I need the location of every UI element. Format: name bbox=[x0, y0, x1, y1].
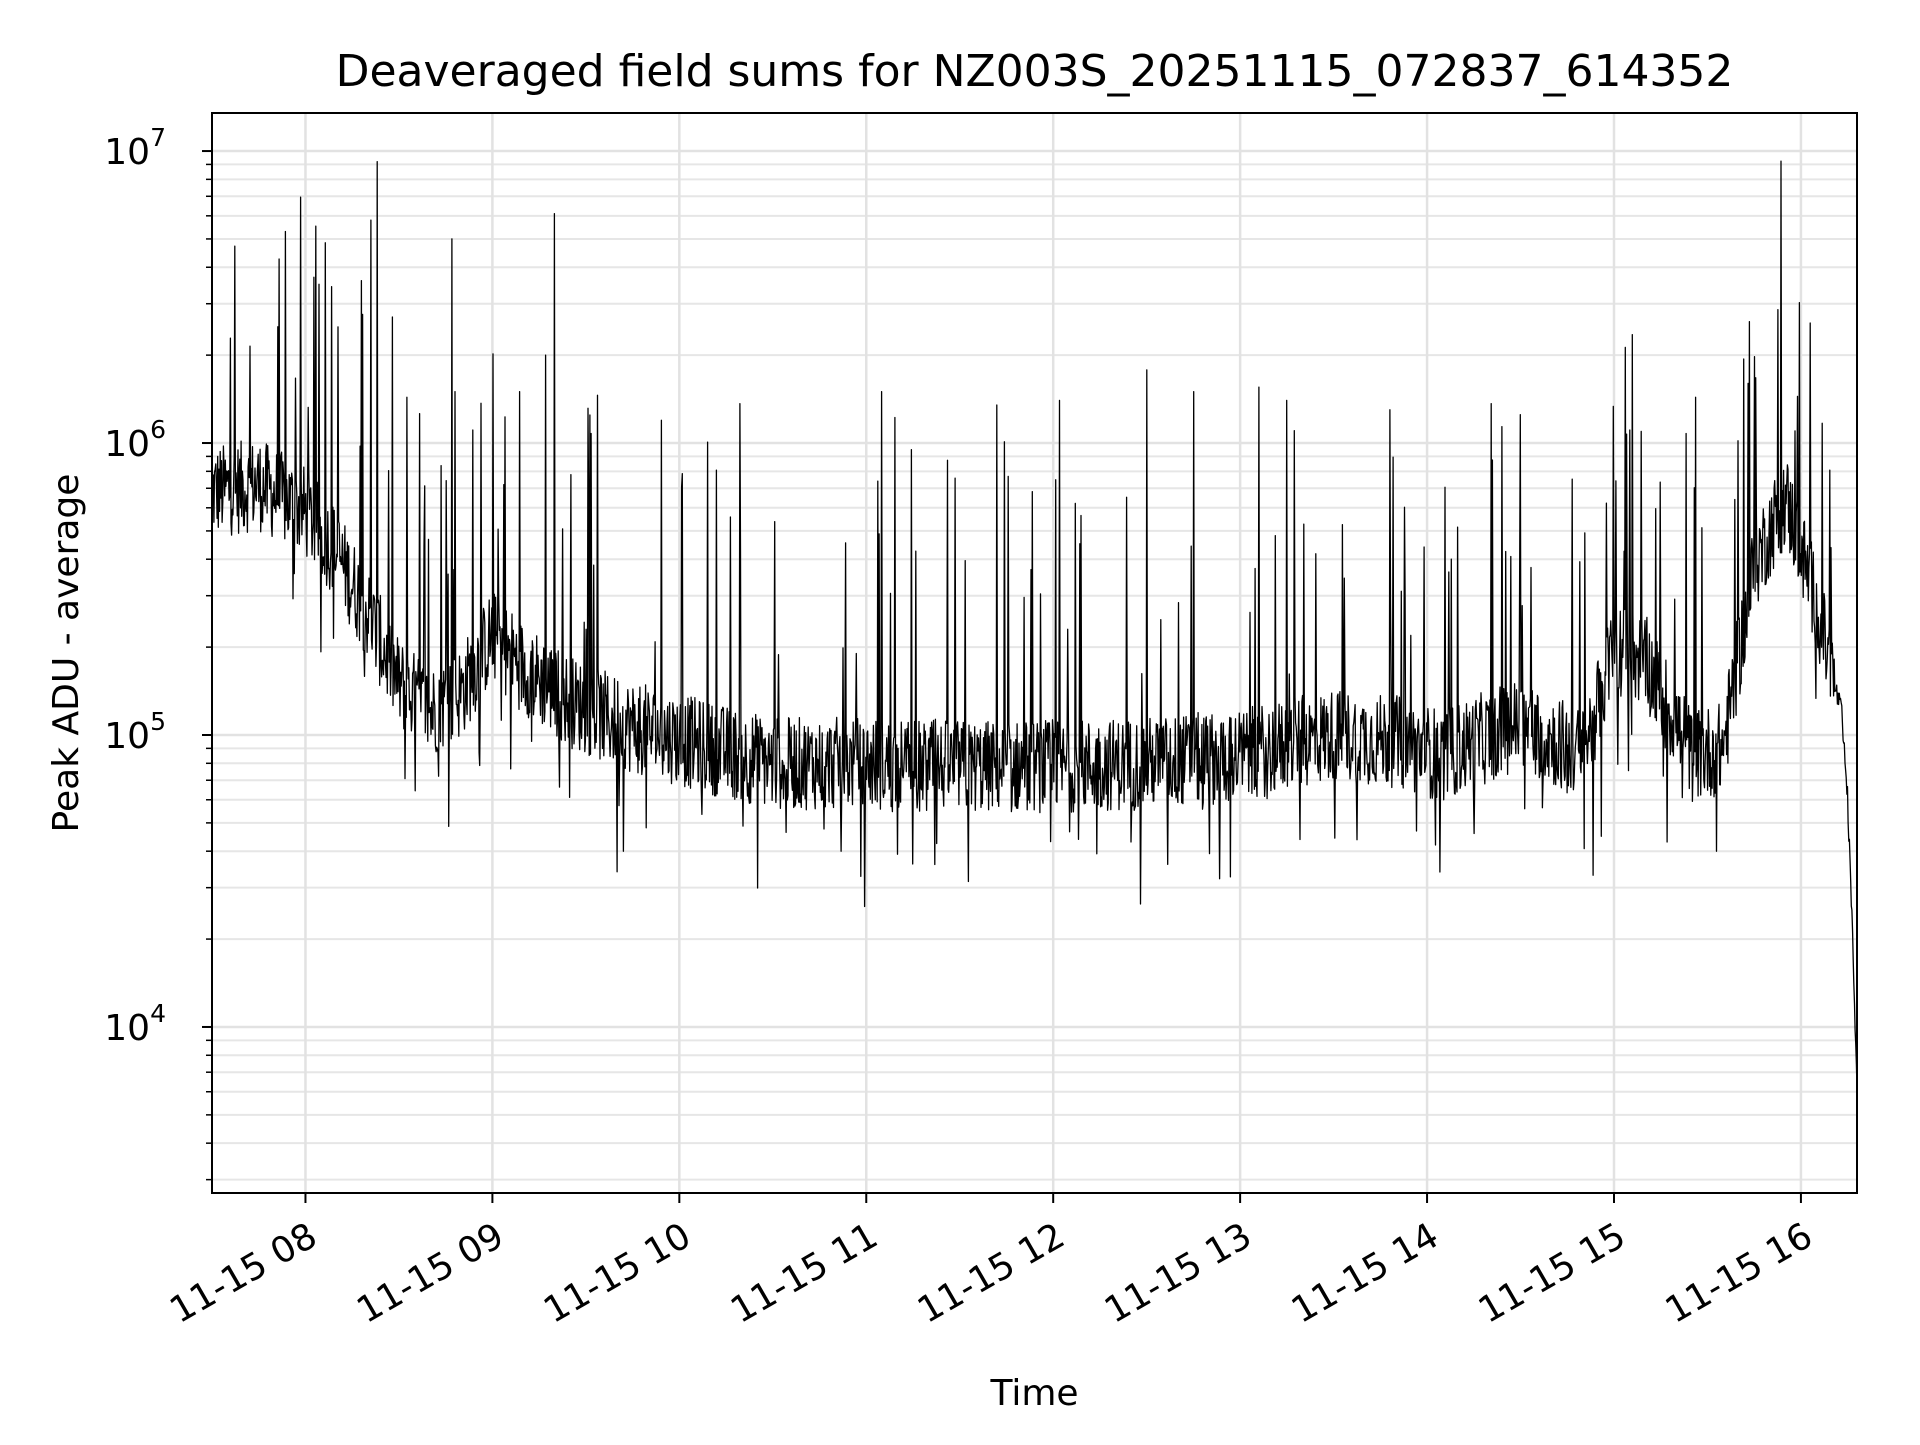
x-axis-label: Time bbox=[989, 1373, 1078, 1414]
y-axis-label: Peak ADU - average bbox=[46, 474, 87, 833]
chart-title: Deaveraged field sums for NZ003S_2025111… bbox=[336, 46, 1734, 97]
y-tick-exponent: 6 bbox=[150, 415, 166, 444]
y-tick-exponent: 7 bbox=[150, 123, 166, 152]
series-layer bbox=[212, 160, 1857, 1090]
plot-frame bbox=[211, 112, 1858, 1194]
grid-layer bbox=[212, 113, 1857, 1193]
y-tick-exponent: 5 bbox=[150, 707, 166, 736]
series-line bbox=[212, 160, 1857, 1090]
y-tick-exponent: 4 bbox=[150, 999, 166, 1028]
